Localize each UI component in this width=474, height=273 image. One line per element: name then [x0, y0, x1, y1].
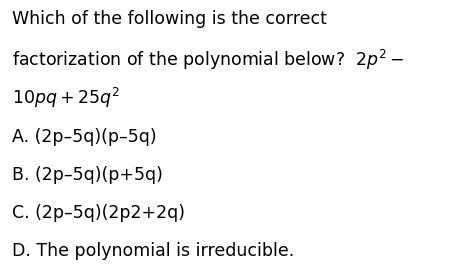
Text: A. (2p–5q)(p–5q): A. (2p–5q)(p–5q)	[12, 128, 156, 146]
Text: $10pq+25q^{2}$: $10pq+25q^{2}$	[12, 86, 120, 110]
Text: D. The polynomial is irreducible.: D. The polynomial is irreducible.	[12, 242, 294, 260]
Text: C. (2p–5q)(2p2+2q): C. (2p–5q)(2p2+2q)	[12, 204, 185, 222]
Text: factorization of the polynomial below?  $\mathdefault{2}p^{2}-$: factorization of the polynomial below? $…	[12, 48, 404, 72]
Text: B. (2p–5q)(p+5q): B. (2p–5q)(p+5q)	[12, 166, 163, 184]
Text: Which of the following is the correct: Which of the following is the correct	[12, 10, 327, 28]
